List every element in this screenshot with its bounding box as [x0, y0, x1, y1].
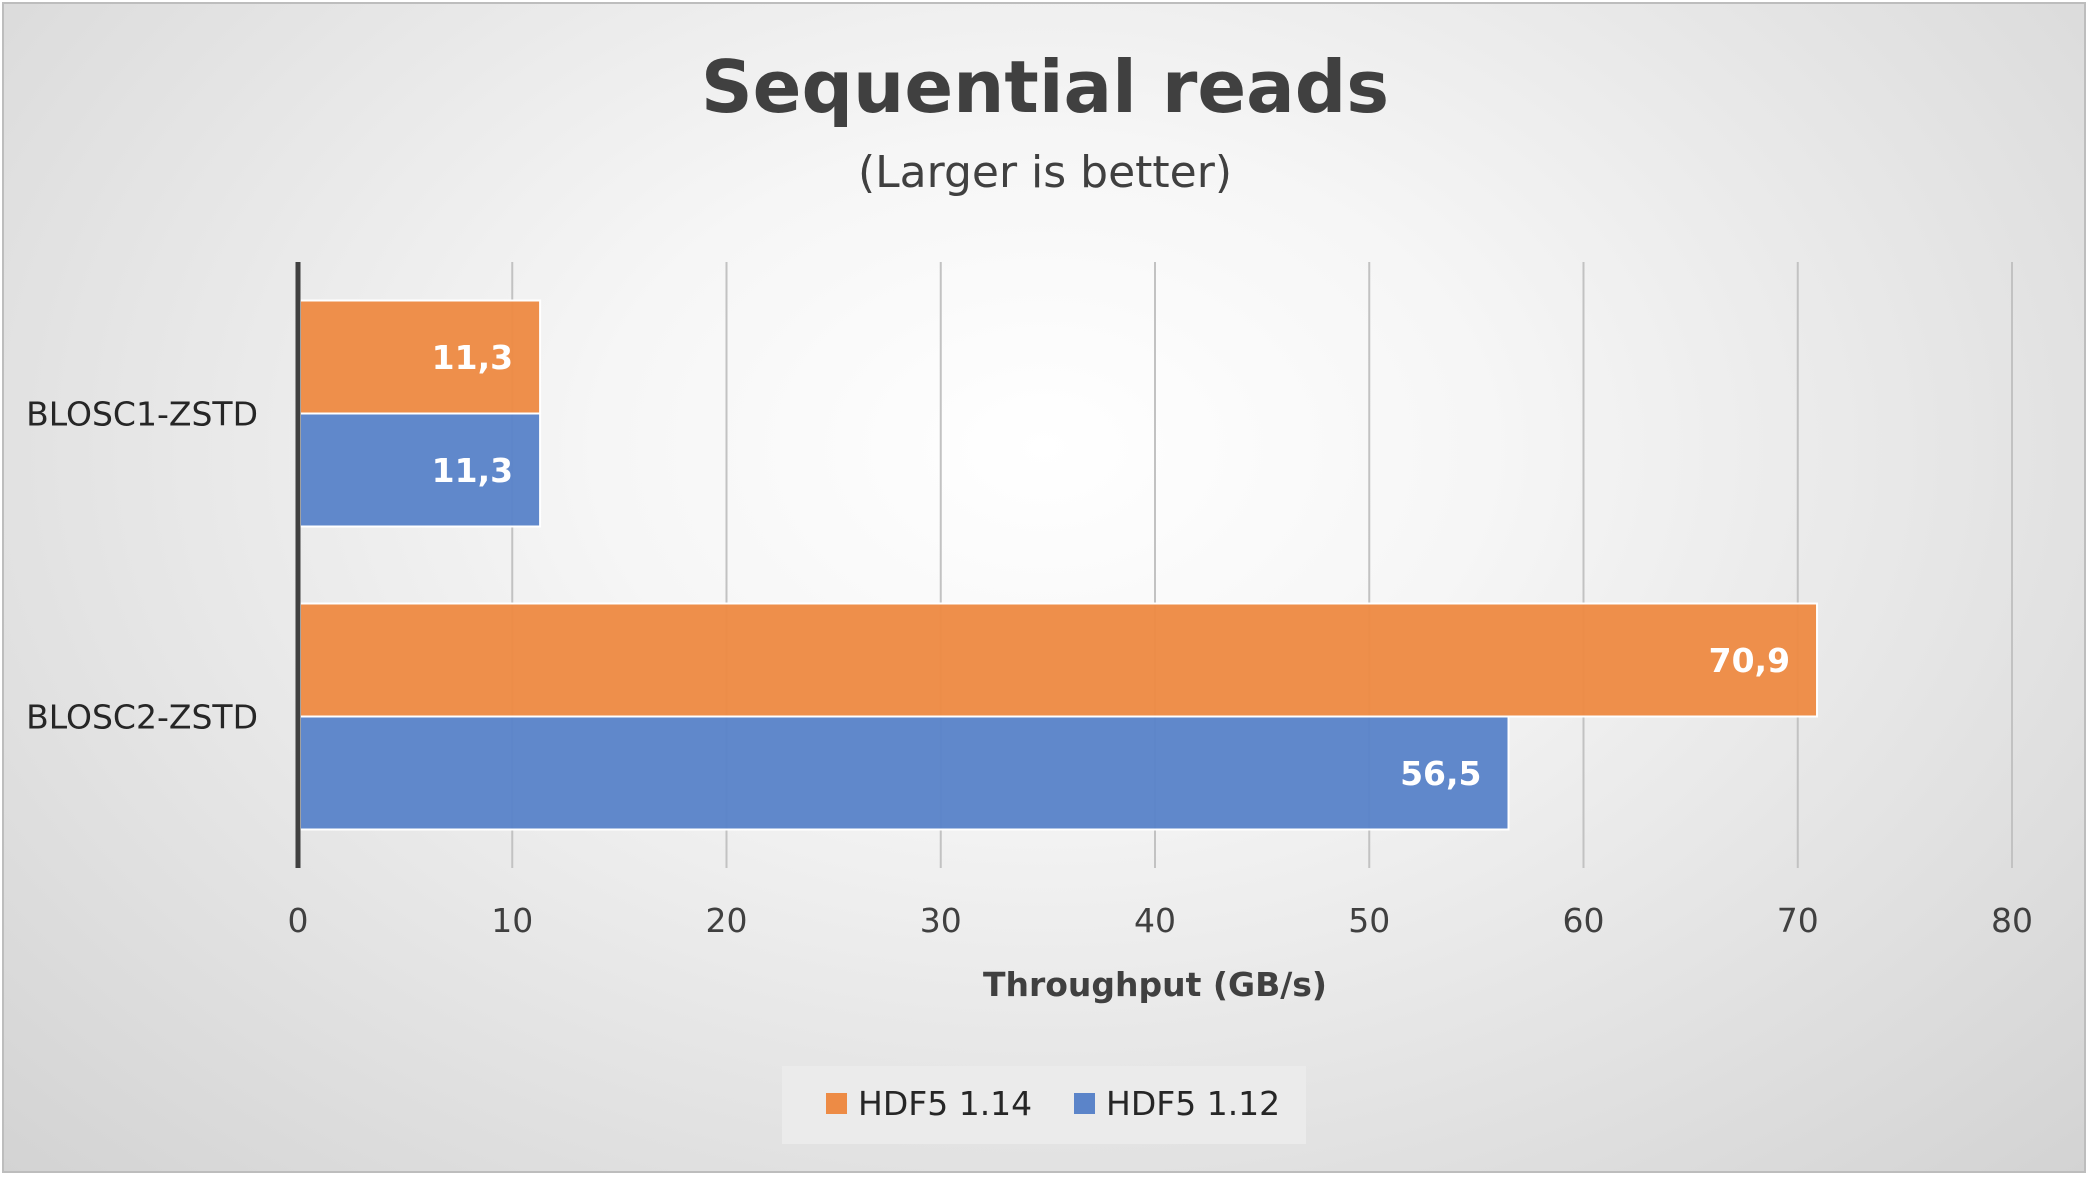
- x-tick-label: 60: [1563, 901, 1605, 940]
- legend-swatch: [1074, 1093, 1095, 1114]
- data-labels: 11,3 11,3 70,9 56,5: [432, 338, 1790, 793]
- x-tick-label: 70: [1777, 901, 1819, 940]
- bars: [299, 299, 1819, 831]
- chart-subtitle: (Larger is better): [858, 147, 1232, 198]
- bar: [299, 715, 1510, 831]
- bar: [299, 299, 542, 415]
- x-axis-title: Throughput (GB/s): [983, 965, 1327, 1004]
- legend-swatch: [826, 1093, 847, 1114]
- x-tick-label: 80: [1991, 901, 2033, 940]
- x-tick-label: 50: [1348, 901, 1390, 940]
- x-tick-labels: 0 10 20 30 40 50 60 70 80: [288, 901, 2034, 940]
- category-label: BLOSC2-ZSTD: [26, 698, 258, 737]
- x-tick-label: 0: [288, 901, 309, 940]
- bar: [299, 602, 1819, 718]
- legend: HDF5 1.14 HDF5 1.12: [782, 1066, 1306, 1144]
- legend-box: [782, 1066, 1306, 1144]
- category-label: BLOSC1-ZSTD: [26, 395, 258, 434]
- x-tick-label: 20: [706, 901, 748, 940]
- x-tick-label: 40: [1134, 901, 1176, 940]
- x-tick-label: 10: [491, 901, 533, 940]
- bar: [299, 412, 542, 528]
- bar-value-label: 11,3: [432, 451, 513, 490]
- x-tick-label: 30: [920, 901, 962, 940]
- category-labels: BLOSC1-ZSTD BLOSC2-ZSTD: [26, 395, 258, 737]
- legend-label: HDF5 1.14: [858, 1084, 1032, 1123]
- bar-value-label: 56,5: [1400, 754, 1481, 793]
- chart-title: Sequential reads: [701, 45, 1389, 129]
- bar-value-label: 11,3: [432, 338, 513, 377]
- bar-value-label: 70,9: [1709, 641, 1790, 680]
- legend-label: HDF5 1.12: [1106, 1084, 1280, 1123]
